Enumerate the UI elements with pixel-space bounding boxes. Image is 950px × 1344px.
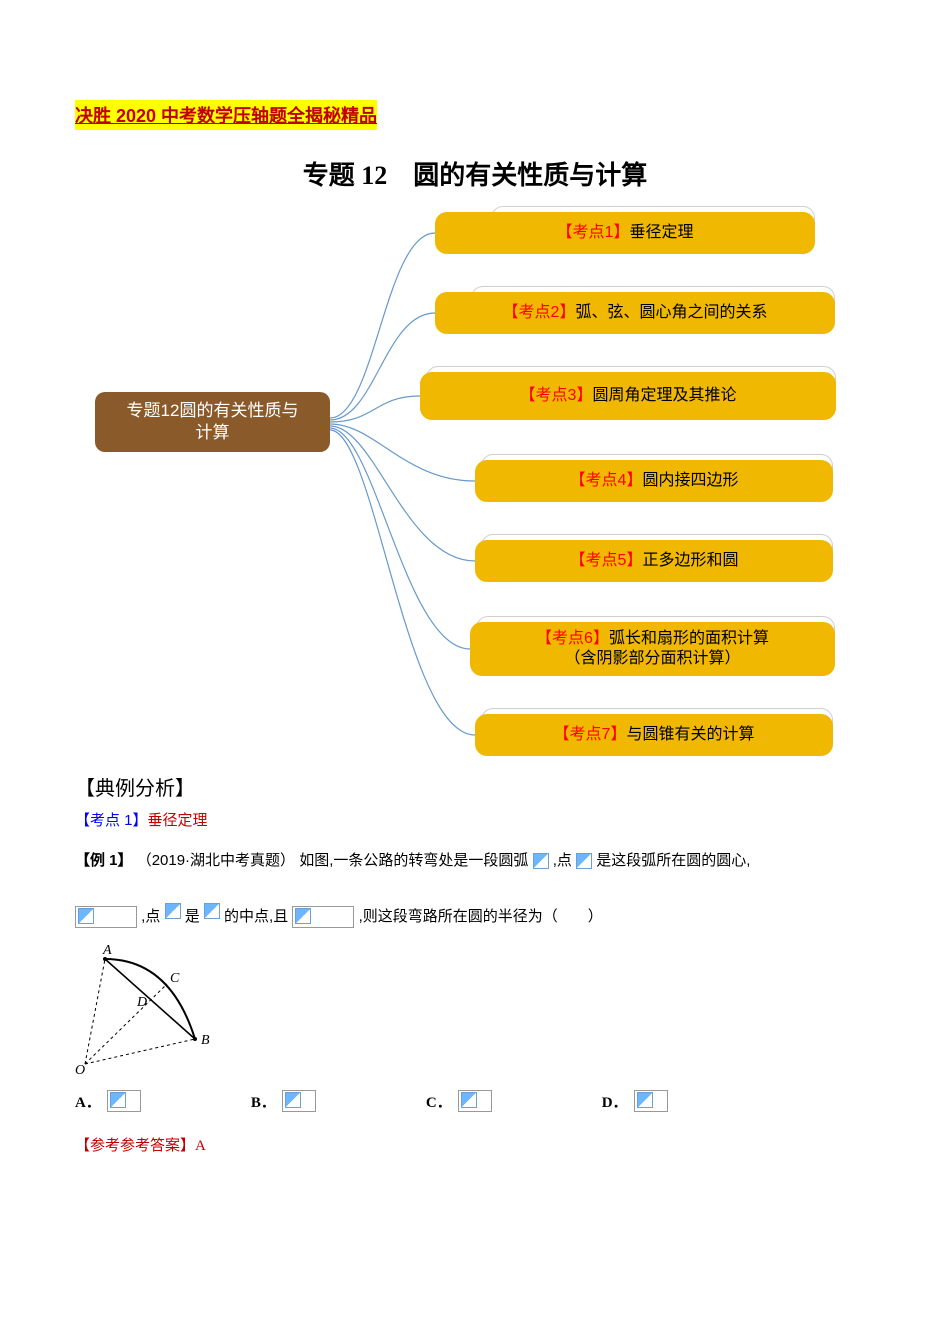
formula-placeholder-icon	[285, 1092, 301, 1108]
bracket: 】	[133, 812, 148, 829]
bracket: 】	[613, 224, 629, 241]
formula-placeholder	[107, 1090, 141, 1112]
mindmap-root: 专题12圆的有关性质与 计算	[95, 392, 330, 452]
node-kaodian-label: 考点2	[519, 304, 560, 321]
answer-value: A	[195, 1138, 206, 1154]
mindmap-root-label: 专题12圆的有关性质与 计算	[127, 400, 299, 444]
formula-placeholder-icon	[78, 908, 94, 924]
svg-text:B: B	[201, 1033, 210, 1048]
node-kaodian-label: 考点6	[552, 630, 593, 647]
mindmap-node-7: 【考点7】与圆锥有关的计算	[475, 714, 833, 756]
option-a: A．	[75, 1090, 141, 1112]
formula-placeholder	[75, 906, 137, 928]
reference-answer: 【参考参考答案】A	[75, 1134, 875, 1155]
node-text: 圆周角定理及其推论	[592, 387, 736, 404]
node-text: 与圆锥有关的计算	[626, 726, 754, 743]
mindmap: 专题12圆的有关性质与 计算 【考点1】垂径定理【考点2】弧、弦、圆心角之间的关…	[75, 202, 875, 762]
example-1: 【例 1】 （2019·湖北中考真题） 如图,一条公路的转弯处是一段圆弧 ,点 …	[75, 848, 875, 874]
formula-placeholder-icon	[110, 1092, 126, 1108]
example-text: 如图,一条公路的转弯处是一段圆弧	[299, 852, 528, 869]
svg-text:C: C	[170, 971, 180, 986]
answer-label: 【参考参考答案】	[75, 1138, 195, 1154]
node-kaodian-label: 考点4	[586, 472, 627, 489]
node-kaodian-label: 考点5	[586, 552, 627, 569]
option-c: C．	[426, 1090, 492, 1112]
svg-text:O: O	[75, 1063, 85, 1078]
bracket: 【	[557, 224, 573, 241]
bracket: 【	[570, 472, 586, 489]
example-tag: 【例 1】	[75, 852, 133, 869]
mindmap-node-5: 【考点5】正多边形和圆	[475, 540, 833, 582]
example-source: （2019·湖北中考真题）	[137, 852, 295, 869]
example-text: 的中点,且	[224, 908, 288, 925]
example-text: ,则这段弯路所在圆的半径为（ ）	[359, 908, 603, 925]
node-kaodian-label: 考点3	[536, 387, 577, 404]
formula-placeholder	[282, 1090, 316, 1112]
bracket: 【	[554, 726, 570, 743]
mindmap-node-6: 【考点6】弧长和扇形的面积计算 （含阴影部分面积计算）	[470, 622, 835, 676]
option-label: C．	[426, 1091, 452, 1112]
bracket: 】	[593, 630, 609, 647]
svg-text:A: A	[102, 944, 112, 958]
mindmap-node-4: 【考点4】圆内接四边形	[475, 460, 833, 502]
node-text: 弧、弦、圆心角之间的关系	[575, 304, 767, 321]
bracket: 】	[626, 472, 642, 489]
bracket: 】	[610, 726, 626, 743]
node-text: 圆内接四边形	[642, 472, 738, 489]
geometry-figure: A B C D O	[75, 944, 875, 1084]
mindmap-node-2: 【考点2】弧、弦、圆心角之间的关系	[435, 292, 835, 334]
kaodian-name: 垂径定理	[148, 812, 208, 829]
example-text: 是这段弧所在圆的圆心,	[596, 852, 750, 869]
formula-placeholder	[292, 906, 354, 928]
bracket: 【	[520, 387, 536, 404]
bracket: 【	[536, 630, 552, 647]
bracket: 【	[75, 812, 90, 829]
svg-text:D: D	[136, 995, 147, 1010]
formula-placeholder-icon	[533, 853, 549, 869]
mindmap-node-3: 【考点3】圆周角定理及其推论	[420, 372, 836, 420]
bracket: 【	[503, 304, 519, 321]
bracket: 】	[559, 304, 575, 321]
formula-placeholder-icon	[204, 903, 220, 919]
mindmap-node-1: 【考点1】垂径定理	[435, 212, 815, 254]
bracket: 】	[626, 552, 642, 569]
node-kaodian-label: 考点7	[570, 726, 611, 743]
option-label: D．	[602, 1091, 628, 1112]
example-text: ,点	[141, 908, 160, 925]
series-title: 决胜 2020 中考数学压轴题全揭秘精品	[75, 100, 377, 130]
section-heading: 【典例分析】	[75, 772, 875, 801]
formula-placeholder	[458, 1090, 492, 1112]
node-text: 正多边形和圆	[642, 552, 738, 569]
option-label: A．	[75, 1091, 101, 1112]
formula-placeholder-icon	[295, 908, 311, 924]
example-text: ,点	[553, 852, 572, 869]
option-label: B．	[251, 1091, 276, 1112]
formula-placeholder-icon	[576, 853, 592, 869]
formula-placeholder-icon	[637, 1092, 653, 1108]
option-b: B．	[251, 1090, 316, 1112]
example-1-line2: ,点 是 的中点,且 ,则这段弯路所在圆的半径为（ ）	[75, 904, 875, 930]
answer-options: A． B． C． D．	[75, 1090, 875, 1112]
example-text: 是	[185, 908, 200, 925]
formula-placeholder-icon	[165, 903, 181, 919]
formula-placeholder	[634, 1090, 668, 1112]
formula-placeholder-icon	[461, 1092, 477, 1108]
node-text: 垂径定理	[629, 224, 693, 241]
kaodian-label: 考点 1	[90, 812, 133, 829]
kaodian-1-heading: 【考点 1】垂径定理	[75, 809, 875, 830]
bracket: 【	[570, 552, 586, 569]
node-kaodian-label: 考点1	[573, 224, 614, 241]
option-d: D．	[602, 1090, 668, 1112]
topic-title: 专题 12 圆的有关性质与计算	[75, 155, 875, 192]
bracket: 】	[576, 387, 592, 404]
